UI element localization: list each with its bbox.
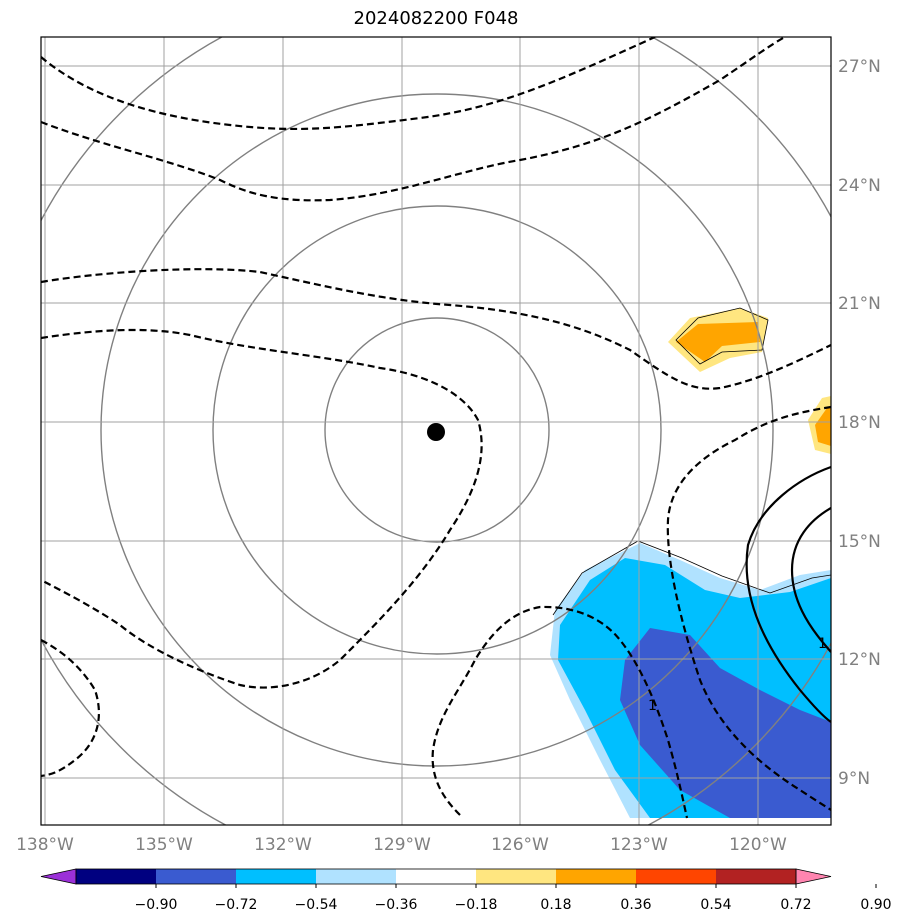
- colorbar-segment: [476, 869, 556, 884]
- orange-region-east: [815, 408, 831, 446]
- dashed-contour: [666, 405, 831, 811]
- range-ring: [212, 205, 662, 655]
- storm-center-marker: [427, 423, 445, 441]
- colorbar-segment: [236, 869, 316, 884]
- colorbar: [40, 868, 832, 885]
- colorbar-segment: [636, 869, 716, 884]
- range-ring: [100, 93, 774, 767]
- contour-label: 1: [818, 636, 827, 652]
- colorbar-segment: [156, 869, 236, 884]
- colorbar-label: −0.36: [375, 897, 418, 913]
- contour-label: 1: [648, 698, 657, 714]
- colorbar-frame: [75, 868, 797, 885]
- colorbar-label: −0.90: [135, 897, 178, 913]
- lat-label: 18°N: [838, 413, 881, 433]
- lon-label: 123°W: [610, 835, 668, 855]
- dashed-contour: [41, 639, 100, 778]
- dashed-contour: [41, 268, 831, 390]
- lon-label: 126°W: [491, 835, 549, 855]
- dashed-contours: [41, 37, 831, 819]
- colorbar-segment: [556, 869, 636, 884]
- lon-label: 135°W: [135, 835, 193, 855]
- range-rings: [41, 37, 831, 825]
- colorbar-extend-high: [795, 868, 832, 885]
- shaded-field: [550, 308, 831, 818]
- dashed-contour: [41, 328, 483, 689]
- colorbar-label: 0.36: [620, 897, 651, 913]
- solid-contour: [745, 465, 831, 723]
- dashed-contour: [41, 37, 786, 202]
- colorbar-segment: [716, 869, 796, 884]
- colorbar-label: −0.54: [295, 897, 338, 913]
- longitude-labels: 138°W 135°W 132°W 129°W 126°W 123°W 120°…: [16, 835, 787, 855]
- lat-label: 12°N: [838, 650, 881, 670]
- colorbar-label: 0.90: [860, 897, 891, 913]
- colorbar-labels: −0.90 −0.72 −0.54 −0.36 −0.18 0.18 0.36 0.54 0.7…: [135, 884, 892, 913]
- colorbar-segment: [316, 869, 396, 884]
- lon-label: 138°W: [16, 835, 74, 855]
- lat-label: 9°N: [838, 769, 870, 789]
- solid-contours: [745, 465, 831, 723]
- lat-label: 15°N: [838, 532, 881, 552]
- solid-contour: [790, 507, 831, 653]
- lat-label: 24°N: [838, 176, 881, 196]
- dashed-contour: [41, 37, 656, 131]
- range-ring: [324, 317, 550, 543]
- map-frame: [40, 36, 832, 826]
- dashed-contour: [431, 605, 689, 819]
- colorbar-segment: [396, 869, 476, 884]
- lat-label: 21°N: [838, 294, 881, 314]
- colorbar-label: −0.72: [215, 897, 258, 913]
- colorbar-extend-low: [40, 868, 77, 885]
- colorbar-label: 0.72: [780, 897, 811, 913]
- colorbar-label: 0.54: [700, 897, 731, 913]
- colorbar-segment: [76, 869, 156, 884]
- dark-blue-region: [620, 628, 831, 818]
- orange-region-north: [676, 322, 760, 362]
- lon-label: 129°W: [373, 835, 431, 855]
- shaded-outline: [552, 307, 831, 616]
- map-title: 2024082200 F048: [353, 8, 519, 29]
- lat-label: 27°N: [838, 57, 881, 77]
- colorbar-label: 0.18: [540, 897, 571, 913]
- colorbar-label: −0.18: [455, 897, 498, 913]
- lon-label: 132°W: [254, 835, 312, 855]
- lon-label: 120°W: [729, 835, 787, 855]
- map-content: 1 1: [41, 37, 831, 825]
- latitude-labels: 27°N 24°N 21°N 18°N 15°N 12°N 9°N: [838, 57, 881, 789]
